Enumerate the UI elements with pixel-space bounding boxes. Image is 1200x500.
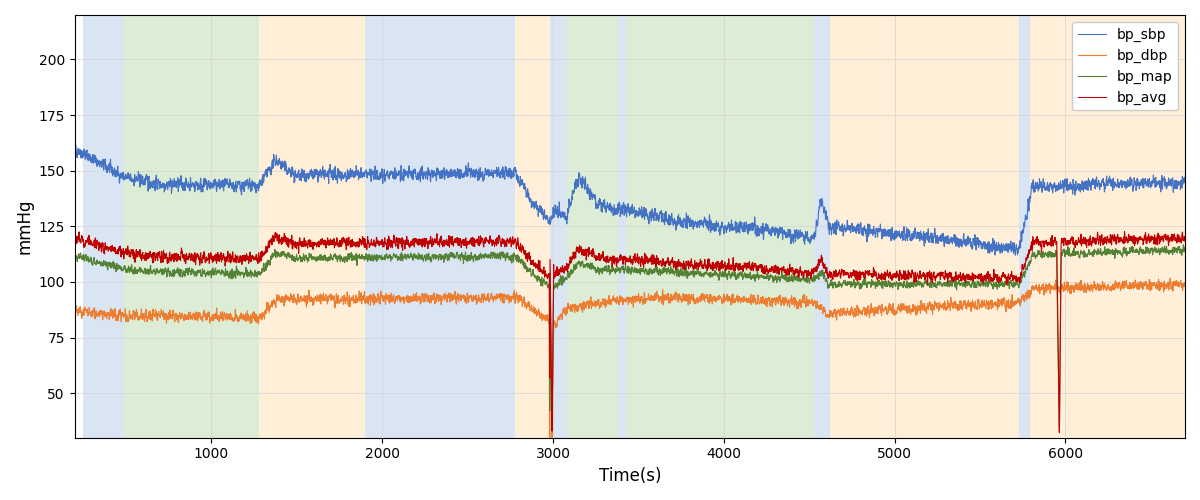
Bar: [124, 15, 259, 438]
bp_dbp: [1056, 288, 1070, 294]
Bar: [259, 15, 365, 438]
bp_map: [1176, 242, 1190, 248]
Bar: [815, 15, 829, 438]
bp_avg: [1052, 430, 1067, 436]
bp_avg: [1138, 232, 1152, 238]
Line: bp_avg: bp_avg: [74, 232, 1184, 432]
Bar: [618, 15, 626, 438]
Bar: [626, 15, 672, 438]
bp_sbp: [1008, 252, 1022, 258]
bp_sbp: [605, 208, 619, 214]
Line: bp_sbp: bp_sbp: [74, 145, 1184, 255]
X-axis label: Time(s): Time(s): [599, 467, 661, 485]
bp_avg: [1177, 238, 1192, 244]
Line: bp_dbp: bp_dbp: [74, 278, 1184, 500]
bp_sbp: [1177, 180, 1192, 186]
bp_sbp: [720, 226, 734, 232]
bp_sbp: [1138, 176, 1152, 182]
bp_dbp: [168, 311, 182, 317]
bp_avg: [1056, 242, 1070, 248]
bp_map: [168, 268, 182, 274]
bp_map: [545, 424, 559, 430]
bp_map: [1138, 250, 1152, 256]
bp_dbp: [1138, 282, 1152, 288]
bp_sbp: [169, 178, 184, 184]
Bar: [515, 15, 550, 438]
Bar: [829, 15, 1019, 438]
bp_dbp: [421, 292, 436, 298]
bp_dbp: [720, 294, 734, 300]
bp_map: [605, 267, 619, 273]
Legend: bp_sbp, bp_dbp, bp_map, bp_avg: bp_sbp, bp_dbp, bp_map, bp_avg: [1073, 22, 1178, 110]
Bar: [365, 15, 515, 438]
bp_avg: [1117, 228, 1132, 234]
bp_avg: [421, 240, 436, 246]
bp_avg: [67, 234, 82, 240]
bp_map: [1056, 249, 1070, 255]
bp_dbp: [1163, 275, 1177, 281]
bp_avg: [605, 264, 619, 270]
Bar: [566, 15, 618, 438]
Bar: [83, 15, 124, 438]
bp_sbp: [67, 142, 82, 148]
bp_dbp: [67, 308, 82, 314]
Line: bp_map: bp_map: [74, 245, 1184, 428]
bp_sbp: [421, 172, 436, 177]
bp_map: [720, 272, 734, 278]
bp_dbp: [1177, 280, 1192, 286]
bp_sbp: [1057, 190, 1072, 196]
bp_sbp: [67, 145, 82, 151]
bp_dbp: [605, 297, 619, 303]
Bar: [550, 15, 566, 438]
Bar: [1019, 15, 1030, 438]
bp_map: [67, 253, 82, 259]
Y-axis label: mmHg: mmHg: [16, 198, 34, 254]
bp_avg: [720, 262, 734, 268]
bp_map: [421, 250, 436, 256]
Bar: [1030, 15, 1186, 438]
bp_map: [1177, 244, 1192, 250]
bp_avg: [168, 256, 182, 262]
Bar: [672, 15, 815, 438]
